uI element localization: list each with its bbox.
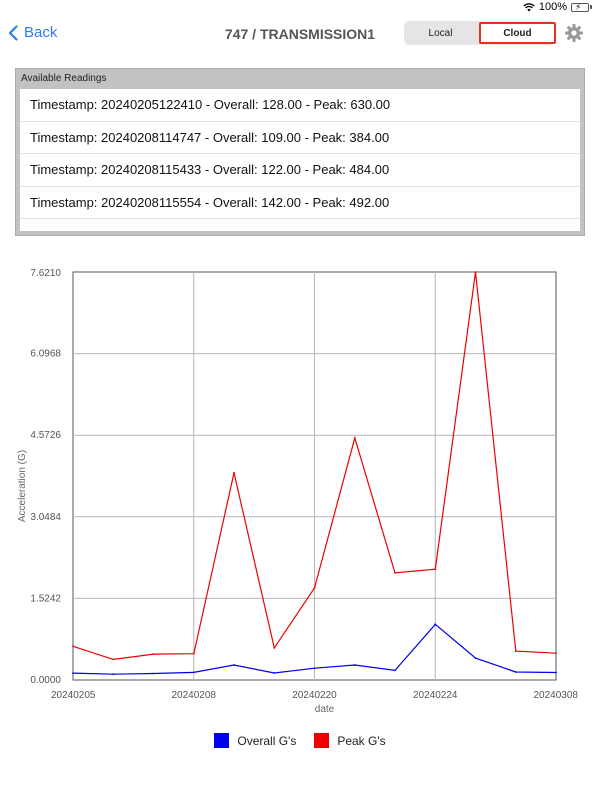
acceleration-chart: 0.0000 1.5242 3.0484 4.5726 6.0968 7.6210 2024…	[0, 260, 600, 760]
status-indicators: 100% ⚡	[523, 1, 592, 13]
y-axis-label: Acceleration (G)	[17, 450, 28, 522]
data-point-overall	[353, 664, 356, 666]
battery-percent: 100%	[538, 1, 567, 13]
y-tick-label: 1.5242	[30, 593, 61, 604]
data-point-peak	[72, 645, 74, 648]
data-point-overall	[555, 671, 557, 674]
wifi-icon	[523, 3, 535, 12]
legend-swatch-overall	[214, 733, 230, 748]
legend-item-overall: Overall G's	[214, 733, 296, 748]
data-point-overall	[394, 669, 396, 672]
data-point-overall	[514, 671, 517, 673]
data-point-peak	[474, 271, 477, 273]
legend-item-peak: Peak G's	[314, 733, 386, 748]
back-button[interactable]: Back	[8, 24, 57, 41]
data-point-peak	[514, 650, 517, 652]
available-readings-panel: Available Readings Timestamp: 2024020512…	[15, 68, 585, 236]
data-point-peak	[273, 647, 276, 649]
data-point-overall	[474, 657, 477, 659]
data-point-overall	[152, 672, 155, 675]
source-segmented-control: Local Cloud	[404, 21, 556, 45]
data-point-peak	[233, 471, 235, 474]
chevron-left-icon	[8, 24, 18, 41]
data-point-peak	[152, 653, 155, 655]
reading-row[interactable]: Timestamp: 20240208115433 - Overall: 122…	[20, 154, 580, 187]
chart-svg: 0.0000 1.5242 3.0484 4.5726 6.0968 7.6210 2024…	[17, 268, 579, 715]
readings-list[interactable]: Timestamp: 20240205122410 - Overall: 128…	[20, 89, 580, 231]
segment-local[interactable]: Local	[428, 27, 453, 39]
data-point-peak	[112, 658, 115, 661]
x-tick-label: 20240205	[51, 690, 96, 701]
data-point-overall	[192, 671, 195, 674]
status-bar: 100% ⚡	[0, 0, 600, 14]
legend-label-peak: Peak G's	[337, 733, 386, 748]
y-tick-label: 7.6210	[30, 268, 61, 279]
legend-label-overall: Overall G's	[237, 733, 297, 748]
data-point-peak	[555, 652, 557, 655]
gear-icon[interactable]	[564, 23, 584, 43]
reading-row[interactable]: Timestamp: 20240205122410 - Overall: 128…	[20, 89, 580, 122]
x-tick-label: 20240220	[292, 690, 337, 701]
reading-row[interactable]: Timestamp: 20240208115554 - Overall: 142…	[20, 187, 580, 219]
y-tick-label: 4.5726	[30, 430, 61, 441]
data-point-peak	[192, 652, 195, 655]
x-axis-label: date	[315, 704, 335, 715]
y-tick-label: 0.0000	[30, 675, 61, 686]
data-point-overall	[313, 667, 316, 670]
y-tick-label: 3.0484	[30, 512, 61, 523]
back-label: Back	[24, 24, 58, 41]
legend-swatch-peak	[314, 733, 330, 748]
data-point-overall	[112, 673, 115, 676]
data-point-overall	[434, 623, 437, 626]
data-point-peak	[313, 587, 316, 589]
y-tick-label: 6.0968	[30, 349, 61, 360]
readings-header: Available Readings	[21, 73, 107, 84]
data-point-peak	[394, 572, 396, 574]
chart-legend: Overall G's Peak G's	[0, 733, 600, 748]
data-point-overall	[273, 672, 276, 674]
reading-row[interactable]: Timestamp: 20240208114747 - Overall: 109…	[20, 122, 580, 154]
data-point-peak	[353, 437, 356, 439]
data-point-peak	[434, 568, 437, 571]
x-tick-label: 20240224	[413, 690, 458, 701]
x-tick-label: 20240208	[172, 690, 217, 701]
data-point-overall	[72, 672, 74, 674]
x-tick-label: 20240308	[534, 690, 579, 701]
data-point-overall	[233, 664, 235, 666]
segment-cloud[interactable]: Cloud	[479, 22, 556, 44]
navigation-bar: Back 747 / TRANSMISSION1 Local Cloud	[0, 14, 600, 54]
battery-icon: ⚡	[571, 2, 592, 12]
